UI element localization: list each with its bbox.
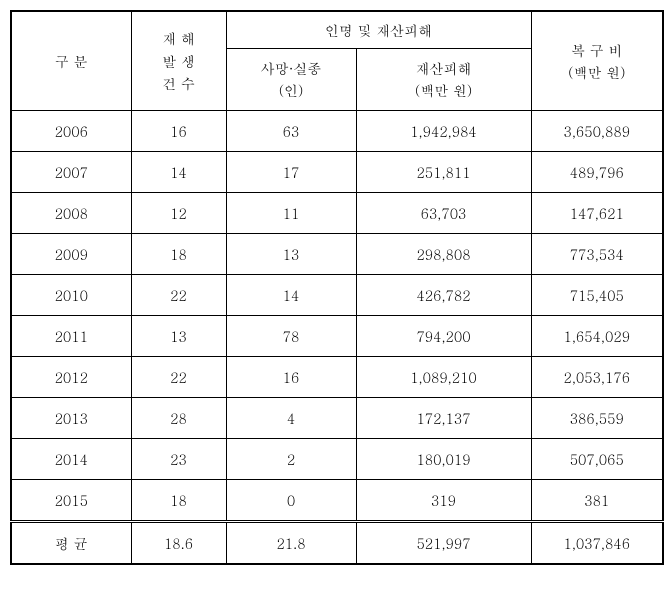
table-header: 구 분 재 해 발 생 건 수 인명 및 재산피해 복 구 비 (백만 원) 사… <box>11 11 663 110</box>
cell-deaths: 4 <box>226 397 356 438</box>
cell-disasters: 13 <box>131 315 226 356</box>
table-row: 20102214426,782715,405 <box>11 274 663 315</box>
cell-year: 2012 <box>11 356 131 397</box>
cell-property: 63,703 <box>356 192 531 233</box>
cell-year: 2006 <box>11 110 131 151</box>
cell-deaths: 16 <box>226 356 356 397</box>
cell-year: 2008 <box>11 192 131 233</box>
header-deaths-line1: 사망·실종 <box>261 58 322 78</box>
cell-property: 180,019 <box>356 438 531 479</box>
header-disaster-count: 재 해 발 생 건 수 <box>131 11 226 110</box>
cell-avg-recovery: 1,037,846 <box>531 521 663 564</box>
cell-year: 2010 <box>11 274 131 315</box>
header-deaths: 사망·실종 (인) <box>226 49 356 111</box>
cell-year: 2015 <box>11 479 131 521</box>
cell-property: 426,782 <box>356 274 531 315</box>
cell-property: 251,811 <box>356 151 531 192</box>
cell-recovery: 773,534 <box>531 233 663 274</box>
header-property-line1: 재산피해 <box>416 58 472 78</box>
table-row-average: 평 균18.621.8521,9971,037,846 <box>11 521 663 564</box>
cell-year: 2011 <box>11 315 131 356</box>
table-row: 2013284172,137386,559 <box>11 397 663 438</box>
table-row: 200616631,942,9843,650,889 <box>11 110 663 151</box>
cell-disasters: 23 <box>131 438 226 479</box>
header-category: 구 분 <box>11 11 131 110</box>
cell-recovery: 386,559 <box>531 397 663 438</box>
cell-recovery: 489,796 <box>531 151 663 192</box>
header-disaster-line1: 재 해 <box>162 28 195 48</box>
table-row: 2014232180,019507,065 <box>11 438 663 479</box>
cell-avg-property: 521,997 <box>356 521 531 564</box>
table-row: 20091813298,808773,534 <box>11 233 663 274</box>
cell-property: 319 <box>356 479 531 521</box>
cell-deaths: 11 <box>226 192 356 233</box>
damage-statistics-table: 구 분 재 해 발 생 건 수 인명 및 재산피해 복 구 비 (백만 원) 사… <box>10 10 664 565</box>
cell-avg-disasters: 18.6 <box>131 521 226 564</box>
header-damage-group-label: 인명 및 재산피해 <box>325 20 432 40</box>
table-row: 2008121163,703147,621 <box>11 192 663 233</box>
header-recovery: 복 구 비 (백만 원) <box>531 11 663 110</box>
table-row: 20111378794,2001,654,029 <box>11 315 663 356</box>
cell-avg-deaths: 21.8 <box>226 521 356 564</box>
cell-recovery: 715,405 <box>531 274 663 315</box>
table-row: 2015180319381 <box>11 479 663 521</box>
cell-disasters: 14 <box>131 151 226 192</box>
cell-disasters: 28 <box>131 397 226 438</box>
cell-year: 2014 <box>11 438 131 479</box>
cell-year: 2007 <box>11 151 131 192</box>
cell-property: 1,089,210 <box>356 356 531 397</box>
table-row: 201222161,089,2102,053,176 <box>11 356 663 397</box>
header-deaths-line2: (인) <box>279 80 304 100</box>
cell-recovery: 147,621 <box>531 192 663 233</box>
cell-disasters: 22 <box>131 356 226 397</box>
header-property-line2: (백만 원) <box>415 80 472 100</box>
cell-disasters: 12 <box>131 192 226 233</box>
cell-deaths: 17 <box>226 151 356 192</box>
header-property: 재산피해 (백만 원) <box>356 49 531 111</box>
header-recovery-line1: 복 구 비 <box>571 40 622 60</box>
cell-disasters: 18 <box>131 233 226 274</box>
cell-disasters: 22 <box>131 274 226 315</box>
cell-disasters: 18 <box>131 479 226 521</box>
cell-deaths: 14 <box>226 274 356 315</box>
cell-recovery: 3,650,889 <box>531 110 663 151</box>
cell-recovery: 1,654,029 <box>531 315 663 356</box>
cell-deaths: 78 <box>226 315 356 356</box>
cell-deaths: 63 <box>226 110 356 151</box>
table-body: 200616631,942,9843,650,88920071417251,81… <box>11 110 663 564</box>
cell-deaths: 0 <box>226 479 356 521</box>
header-category-label: 구 분 <box>55 51 88 71</box>
cell-recovery: 381 <box>531 479 663 521</box>
table-row: 20071417251,811489,796 <box>11 151 663 192</box>
cell-property: 298,808 <box>356 233 531 274</box>
header-disaster-line2: 발 생 <box>162 51 195 71</box>
cell-disasters: 16 <box>131 110 226 151</box>
cell-property: 1,942,984 <box>356 110 531 151</box>
cell-recovery: 507,065 <box>531 438 663 479</box>
header-recovery-line2: (백만 원) <box>568 62 625 82</box>
header-damage-group: 인명 및 재산피해 <box>226 11 531 49</box>
cell-property: 172,137 <box>356 397 531 438</box>
cell-year: 2009 <box>11 233 131 274</box>
cell-year: 2013 <box>11 397 131 438</box>
cell-recovery: 2,053,176 <box>531 356 663 397</box>
header-disaster-line3: 건 수 <box>162 73 195 93</box>
cell-deaths: 13 <box>226 233 356 274</box>
cell-deaths: 2 <box>226 438 356 479</box>
cell-avg-label: 평 균 <box>11 521 131 564</box>
cell-property: 794,200 <box>356 315 531 356</box>
